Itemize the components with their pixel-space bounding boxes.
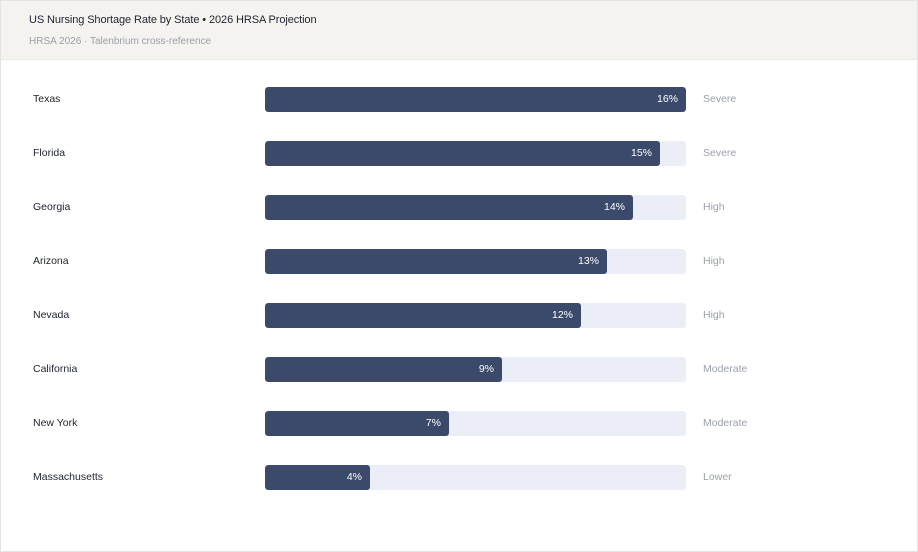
bar-row: Arizona 13% High bbox=[1, 249, 917, 275]
chart-subtitle: HRSA 2026 · Talenbrium cross-reference bbox=[29, 36, 212, 47]
value-label: 14% bbox=[603, 201, 625, 213]
chart-title: US Nursing Shortage Rate by State • 2026… bbox=[29, 14, 317, 26]
bar bbox=[265, 303, 581, 328]
bar-track: 13% bbox=[265, 249, 686, 274]
category-label: Georgia bbox=[33, 201, 71, 213]
bar-track: 7% bbox=[265, 411, 686, 436]
value-label: 9% bbox=[478, 363, 494, 375]
bar-row: New York 7% Moderate bbox=[1, 411, 917, 437]
bar-track: 9% bbox=[265, 357, 686, 382]
bar-row: Nevada 12% High bbox=[1, 303, 917, 329]
category-label: Arizona bbox=[33, 255, 69, 267]
value-label: 13% bbox=[577, 255, 599, 267]
value-label: 7% bbox=[425, 417, 441, 429]
severity-label: Moderate bbox=[703, 417, 748, 429]
severity-label: High bbox=[703, 255, 725, 267]
bar bbox=[265, 249, 607, 274]
severity-label: Moderate bbox=[703, 363, 748, 375]
severity-label: High bbox=[703, 201, 725, 213]
bar bbox=[265, 357, 502, 382]
category-label: California bbox=[33, 363, 78, 375]
value-label: 16% bbox=[656, 93, 678, 105]
bar bbox=[265, 141, 660, 166]
severity-label: High bbox=[703, 309, 725, 321]
chart-header: US Nursing Shortage Rate by State • 2026… bbox=[1, 1, 917, 60]
category-label: Nevada bbox=[33, 309, 70, 321]
category-label: Texas bbox=[33, 93, 61, 105]
bar-row: Massachusetts 4% Lower bbox=[1, 465, 917, 491]
bar-track: 14% bbox=[265, 195, 686, 220]
bar-track: 4% bbox=[265, 465, 686, 490]
bar-track: 16% bbox=[265, 87, 686, 112]
bar-rows: Texas 16% Severe Florida 15% Severe Georgia 14%… bbox=[1, 59, 917, 551]
bar-row: Texas 16% Severe bbox=[1, 87, 917, 113]
severity-label: Severe bbox=[703, 147, 737, 159]
category-label: Massachusetts bbox=[33, 471, 104, 483]
bar-track: 12% bbox=[265, 303, 686, 328]
bar-row: Florida 15% Severe bbox=[1, 141, 917, 167]
severity-label: Lower bbox=[703, 471, 732, 483]
category-label: New York bbox=[33, 417, 78, 429]
value-label: 12% bbox=[551, 309, 573, 321]
bar-row: California 9% Moderate bbox=[1, 357, 917, 383]
severity-label: Severe bbox=[703, 93, 737, 105]
value-label: 15% bbox=[630, 147, 652, 159]
bar-row: Georgia 14% High bbox=[1, 195, 917, 221]
bar bbox=[265, 195, 633, 220]
bar bbox=[265, 465, 370, 490]
category-label: Florida bbox=[33, 147, 66, 159]
bar bbox=[265, 87, 686, 112]
bar bbox=[265, 411, 449, 436]
value-label: 4% bbox=[346, 471, 362, 483]
bar-track: 15% bbox=[265, 141, 686, 166]
